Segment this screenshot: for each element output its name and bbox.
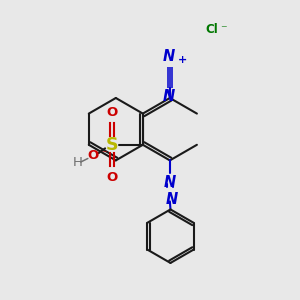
Text: ⁻: ⁻ — [220, 23, 226, 36]
Text: ⁻: ⁻ — [101, 150, 107, 160]
Text: N: N — [164, 175, 176, 190]
Text: S: S — [105, 136, 118, 154]
Text: O: O — [88, 149, 99, 162]
Text: N: N — [165, 192, 178, 207]
Text: +: + — [178, 55, 188, 65]
Text: H: H — [73, 156, 83, 169]
Text: Cl: Cl — [205, 23, 218, 36]
Text: N: N — [163, 89, 176, 104]
Text: O: O — [106, 106, 117, 118]
Text: N: N — [163, 50, 176, 64]
Text: O: O — [106, 171, 117, 184]
